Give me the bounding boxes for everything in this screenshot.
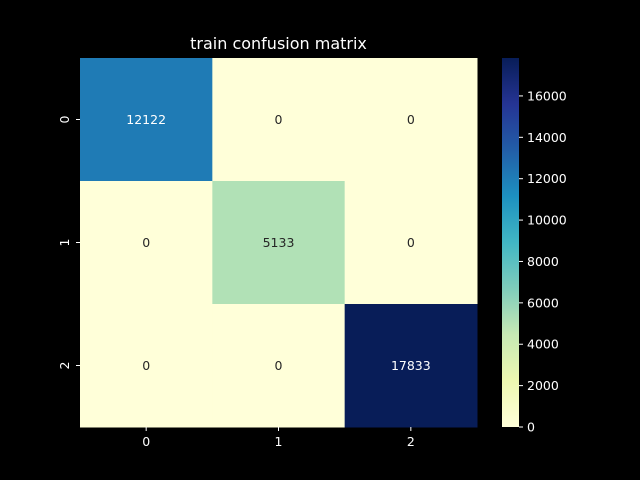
heatmap-cell: [80, 304, 213, 428]
cell-value-label: 0: [142, 235, 150, 250]
cell-value-label: 17833: [391, 358, 431, 373]
colorbar-tick-label: 14000: [527, 130, 567, 145]
x-tick-label: 1: [275, 434, 283, 449]
y-axis: 0 1 2: [57, 115, 80, 369]
cell-value-label: 0: [275, 358, 283, 373]
heatmap-cell: [212, 181, 346, 305]
cell-labels: 12122 0 0 0 5133 0 0 0 17833: [126, 112, 430, 373]
cell-value-label: 0: [407, 235, 415, 250]
cell-value-label: 0: [275, 112, 283, 127]
heatmap-cell: [212, 304, 346, 428]
heatmap-cell: [80, 181, 213, 305]
heatmap-cell: [80, 58, 213, 182]
colorbar-tick-label: 2000: [527, 378, 559, 393]
x-axis: 0 1 2: [142, 427, 415, 449]
heatmap-cells: [80, 58, 478, 428]
cell-value-label: 12122: [126, 112, 166, 127]
heatmap-cell: [212, 58, 346, 182]
heatmap-cell: [344, 58, 478, 182]
colorbar-tick-label: 16000: [527, 88, 567, 103]
cell-value-label: 0: [142, 358, 150, 373]
x-tick-label: 0: [142, 434, 150, 449]
heatmap-cell: [344, 181, 478, 305]
colorbar-tick-label: 0: [527, 420, 535, 435]
x-tick-label: 2: [407, 434, 415, 449]
colorbar-tick-label: 10000: [527, 213, 567, 228]
colorbar-tick-label: 12000: [527, 171, 567, 186]
cell-value-label: 0: [407, 112, 415, 127]
colorbar-tick-label: 4000: [527, 337, 559, 352]
heatmap-cell: [344, 304, 478, 428]
colorbar-gradient: [502, 58, 519, 427]
chart-title: train confusion matrix: [190, 34, 367, 53]
y-tick-label: 0: [57, 115, 72, 123]
y-tick-label: 2: [57, 362, 72, 370]
colorbar: 0 2000 4000 6000 8000 10000 12000 14000 16000: [502, 58, 567, 435]
colorbar-tick-label: 6000: [527, 295, 559, 310]
y-tick-label: 1: [57, 239, 72, 247]
colorbar-tick-label: 8000: [527, 254, 559, 269]
cell-value-label: 5133: [263, 235, 295, 250]
